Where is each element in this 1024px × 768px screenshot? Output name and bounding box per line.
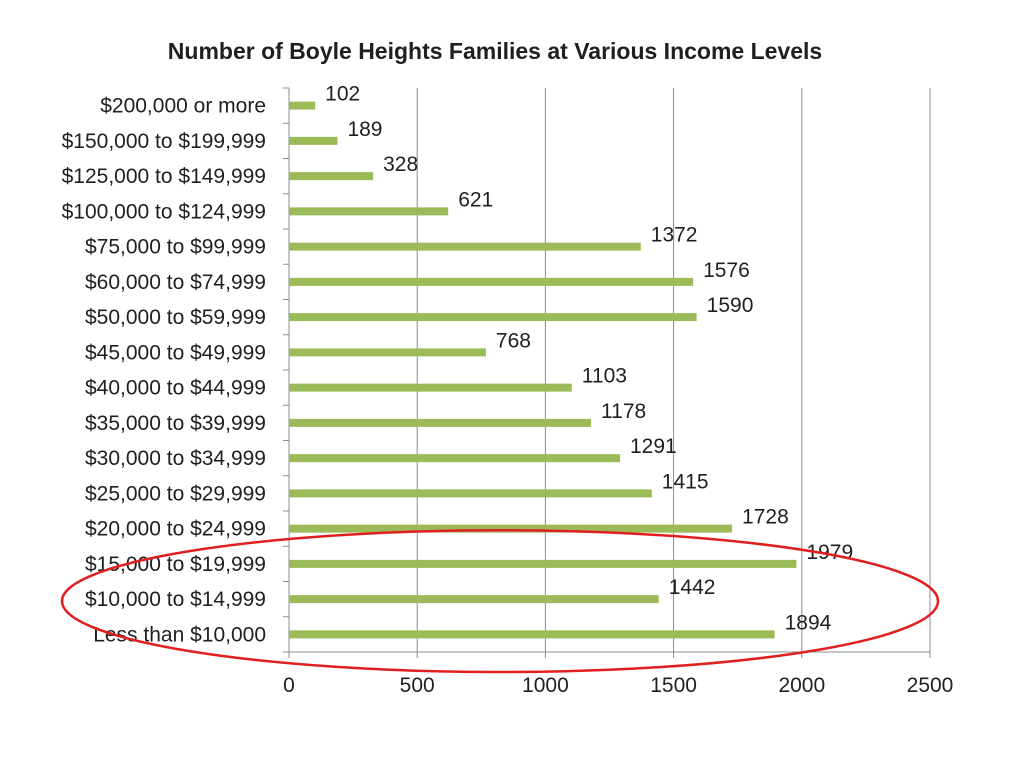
chart-title: Number of Boyle Heights Families at Vari…	[167, 38, 823, 64]
category-label: $20,000 to $24,999	[85, 518, 266, 541]
data-label: 1728	[742, 506, 789, 529]
bar	[289, 313, 697, 322]
data-label: 328	[383, 153, 418, 176]
data-label: 189	[347, 118, 382, 141]
data-label: 1178	[601, 400, 646, 423]
bar	[289, 172, 374, 181]
category-label: $45,000 to $49,999	[85, 341, 266, 364]
annotations	[60, 529, 940, 674]
category-label: $10,000 to $14,999	[85, 588, 266, 611]
category-label: $15,000 to $19,999	[85, 553, 266, 576]
bar	[289, 454, 621, 463]
bar	[289, 277, 694, 286]
bar	[289, 489, 652, 498]
data-label: 621	[458, 188, 493, 211]
bar	[289, 524, 733, 533]
x-tick-label: 1500	[650, 674, 697, 697]
axes	[283, 87, 931, 658]
bars	[289, 101, 797, 639]
grid-lines	[416, 88, 931, 652]
data-label: 1576	[703, 259, 750, 282]
category-label: $125,000 to $149,999	[62, 165, 266, 188]
data-label: 1103	[582, 365, 627, 388]
data-label: 1291	[630, 435, 677, 458]
bar	[289, 348, 486, 357]
bar	[289, 207, 449, 216]
bar	[289, 595, 659, 604]
category-label: $25,000 to $29,999	[85, 482, 266, 505]
category-label: $200,000 or more	[100, 95, 266, 118]
bar	[289, 418, 592, 427]
bar	[289, 101, 316, 110]
bar	[289, 383, 572, 392]
category-label: $50,000 to $59,999	[85, 306, 266, 329]
data-label: 1894	[785, 611, 832, 634]
highlight-ellipse	[60, 529, 940, 674]
x-tick-label: 1000	[522, 674, 569, 697]
category-label: $75,000 to $99,999	[85, 236, 266, 259]
category-label: $100,000 to $124,999	[62, 200, 266, 223]
category-label: $40,000 to $44,999	[85, 377, 266, 400]
data-label: 1979	[806, 541, 853, 564]
bar	[289, 559, 797, 568]
data-label: 1590	[707, 294, 754, 317]
data-label: 1442	[669, 576, 716, 599]
category-label: $30,000 to $34,999	[85, 447, 266, 470]
data-label: 1415	[662, 470, 709, 493]
labels: 0 500 1000 1500 2000 2500 $200,000 or more 102 $…	[62, 83, 954, 697]
x-tick-label: 2500	[907, 674, 954, 697]
category-label: $60,000 to $74,999	[85, 271, 266, 294]
x-tick-label: 0	[283, 674, 295, 697]
data-label: 102	[325, 83, 360, 106]
data-label: 768	[496, 329, 531, 352]
x-tick-label: 2000	[778, 674, 825, 697]
x-tick-label: 500	[400, 674, 435, 697]
category-label: $150,000 to $199,999	[62, 130, 266, 153]
bar	[289, 630, 775, 639]
category-label: $35,000 to $39,999	[85, 412, 266, 435]
bar	[289, 242, 641, 251]
bar	[289, 136, 338, 145]
data-label: 1372	[651, 224, 698, 247]
